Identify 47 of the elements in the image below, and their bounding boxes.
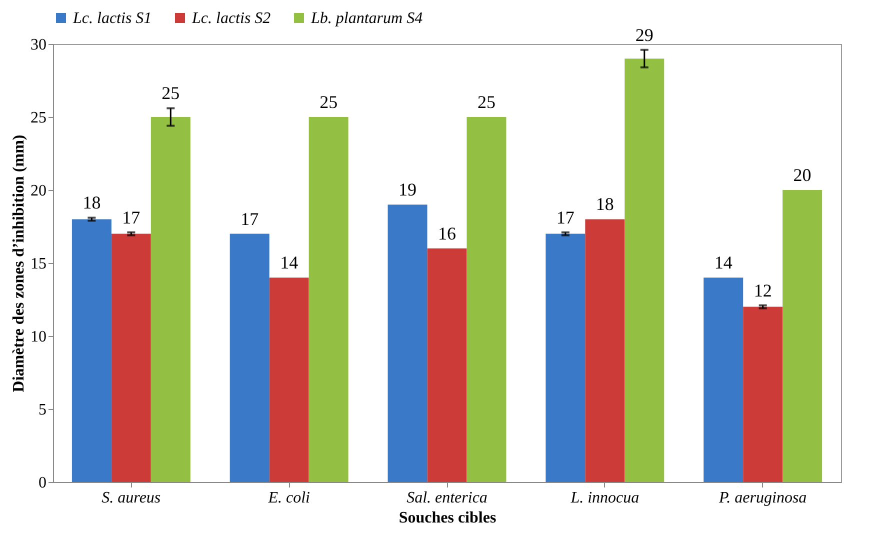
data-label: 20 [793,165,812,185]
bar [782,190,822,482]
bar [624,58,664,482]
y-tick-label: 15 [30,256,46,272]
bar [427,248,467,482]
y-tick-label: 25 [30,110,46,126]
x-tick-label: L. innocua [570,490,640,506]
data-label: 16 [438,223,456,244]
data-label: 14 [280,252,298,273]
data-label: 25 [477,92,496,112]
data-label: 17 [122,207,140,228]
data-label: 18 [82,192,101,213]
y-tick-label: 10 [30,328,46,346]
y-tick-label: 30 [30,36,46,54]
bar [585,219,625,482]
data-label: 18 [596,194,614,214]
data-label: 17 [240,208,259,229]
x-tick-label: P. aeruginosa [718,490,807,506]
bar [466,117,506,482]
bar [150,117,190,482]
bar [388,204,428,482]
x-tick-label: E. coli [267,490,310,506]
bar [72,219,112,482]
legend-label: Lb. plantarum S4 [310,10,423,27]
y-tick-label: 5 [38,402,46,418]
x-tick-label: S. aureus [102,490,161,506]
x-axis-title: Souches cibles [398,510,496,526]
bar [743,306,783,482]
legend-label: Lc. lactis S1 [72,10,152,27]
data-label: 14 [714,252,732,273]
bar [704,278,744,482]
legend-label: Lc. lactis S2 [191,10,271,27]
data-label: 29 [635,24,654,45]
data-label: 12 [754,280,772,300]
bar [546,234,586,482]
bar [111,234,151,482]
bar [308,117,348,482]
y-axis-title: Diamètre des zones d’inhibition (mm) [10,134,28,392]
y-tick-label: 20 [30,182,46,200]
data-label: 25 [320,92,338,112]
data-label: 19 [398,180,417,200]
data-label: 17 [556,207,574,228]
bar [269,278,309,482]
bar [230,234,270,482]
data-label: 25 [162,83,180,104]
x-tick-label: Sal. enterica [406,490,488,506]
y-tick-label: 0 [38,474,46,492]
